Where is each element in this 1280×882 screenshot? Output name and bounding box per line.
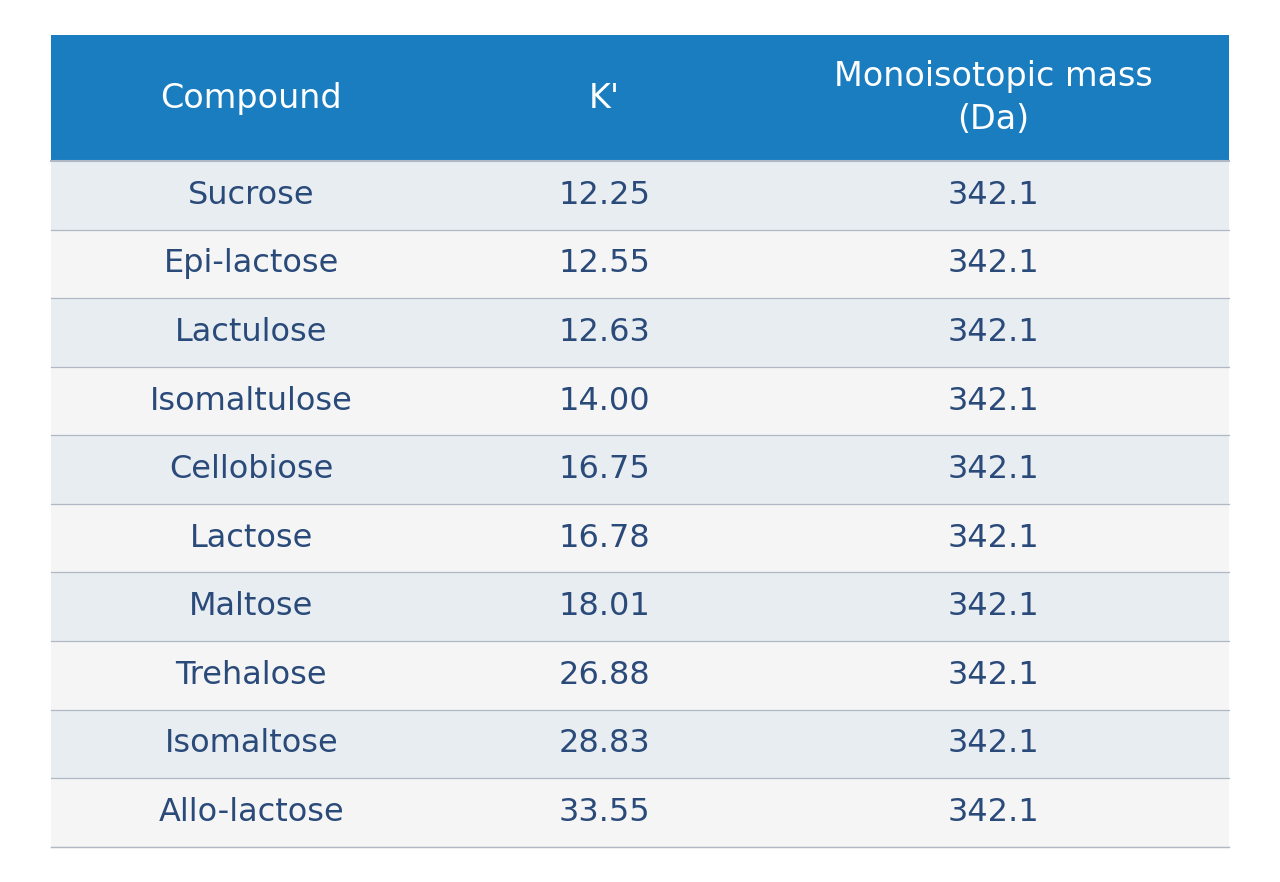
Text: Cellobiose: Cellobiose bbox=[169, 454, 334, 485]
Text: 342.1: 342.1 bbox=[947, 454, 1039, 485]
Text: Compound: Compound bbox=[160, 82, 342, 115]
Text: Lactose: Lactose bbox=[189, 523, 314, 554]
Text: 342.1: 342.1 bbox=[947, 797, 1039, 828]
Text: Isomaltulose: Isomaltulose bbox=[150, 385, 353, 416]
Text: 342.1: 342.1 bbox=[947, 249, 1039, 280]
Bar bbox=[51, 229, 1229, 298]
Bar bbox=[51, 641, 1229, 710]
Text: 26.88: 26.88 bbox=[559, 660, 650, 691]
Text: Maltose: Maltose bbox=[189, 591, 314, 622]
Text: 14.00: 14.00 bbox=[559, 385, 650, 416]
Bar bbox=[51, 35, 1229, 161]
Bar bbox=[51, 161, 1229, 229]
Text: Monoisotopic mass
(Da): Monoisotopic mass (Da) bbox=[833, 60, 1153, 137]
Bar bbox=[51, 436, 1229, 504]
Text: 342.1: 342.1 bbox=[947, 180, 1039, 211]
Bar bbox=[51, 572, 1229, 641]
Text: Lactulose: Lactulose bbox=[175, 317, 328, 348]
Text: 16.78: 16.78 bbox=[559, 523, 650, 554]
Bar bbox=[51, 298, 1229, 367]
Text: Sucrose: Sucrose bbox=[188, 180, 315, 211]
Text: Epi-lactose: Epi-lactose bbox=[164, 249, 339, 280]
Text: Trehalose: Trehalose bbox=[175, 660, 328, 691]
Text: Isomaltose: Isomaltose bbox=[165, 729, 338, 759]
Text: K': K' bbox=[589, 82, 621, 115]
Bar bbox=[51, 710, 1229, 778]
Text: 342.1: 342.1 bbox=[947, 729, 1039, 759]
Text: 18.01: 18.01 bbox=[559, 591, 650, 622]
Bar bbox=[51, 367, 1229, 436]
Bar bbox=[51, 778, 1229, 847]
Text: 12.63: 12.63 bbox=[559, 317, 650, 348]
Text: 33.55: 33.55 bbox=[559, 797, 650, 828]
Text: 12.25: 12.25 bbox=[558, 180, 650, 211]
Text: 342.1: 342.1 bbox=[947, 523, 1039, 554]
Text: 342.1: 342.1 bbox=[947, 660, 1039, 691]
Text: 28.83: 28.83 bbox=[559, 729, 650, 759]
Text: 342.1: 342.1 bbox=[947, 317, 1039, 348]
Text: 342.1: 342.1 bbox=[947, 591, 1039, 622]
Text: 342.1: 342.1 bbox=[947, 385, 1039, 416]
Bar bbox=[51, 504, 1229, 572]
Text: 16.75: 16.75 bbox=[559, 454, 650, 485]
Text: 12.55: 12.55 bbox=[559, 249, 650, 280]
Text: Allo-lactose: Allo-lactose bbox=[159, 797, 344, 828]
